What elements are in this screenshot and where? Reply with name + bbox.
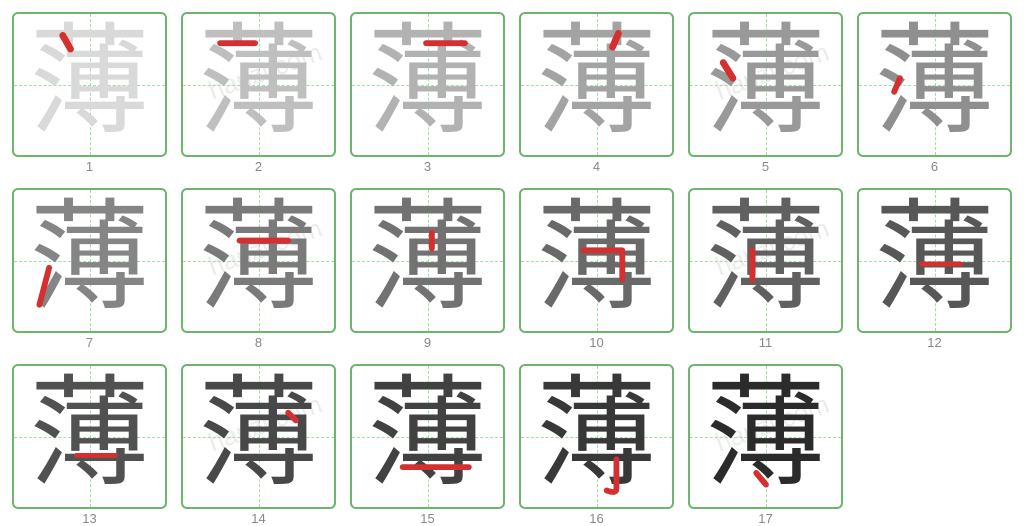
stroke-cell-14: hanzi.com薄薄 14 bbox=[181, 364, 336, 526]
built-character: 薄 bbox=[537, 198, 657, 318]
cell-box: 薄薄 bbox=[857, 12, 1012, 157]
stroke-number: 7 bbox=[86, 335, 93, 350]
stroke-number: 9 bbox=[424, 335, 431, 350]
char-wrap: 薄薄 bbox=[183, 14, 334, 155]
stroke-number: 5 bbox=[762, 159, 769, 174]
cell-box: 薄薄 bbox=[12, 364, 167, 509]
cell-box: 薄薄 bbox=[350, 188, 505, 333]
char-wrap: 薄薄 bbox=[14, 366, 165, 507]
stroke-cell-7: 薄薄 7 bbox=[12, 188, 167, 350]
built-character: 薄 bbox=[537, 22, 657, 142]
cell-box: 薄薄 bbox=[519, 12, 674, 157]
stroke-cell-4: 薄薄 4 bbox=[519, 12, 674, 174]
stroke-cell-3: 薄薄 3 bbox=[350, 12, 505, 174]
built-character: 薄 bbox=[199, 22, 319, 142]
char-wrap: 薄薄 bbox=[183, 366, 334, 507]
stroke-number: 14 bbox=[251, 511, 265, 526]
stroke-number: 3 bbox=[424, 159, 431, 174]
stroke-cell-17: hanzi.com薄薄 17 bbox=[688, 364, 843, 526]
char-wrap: 薄薄 bbox=[859, 14, 1010, 155]
stroke-number: 12 bbox=[927, 335, 941, 350]
cell-box: hanzi.com薄薄 bbox=[688, 188, 843, 333]
stroke-cell-15: 薄薄 15 bbox=[350, 364, 505, 526]
stroke-number: 15 bbox=[420, 511, 434, 526]
stroke-cell-9: 薄薄 9 bbox=[350, 188, 505, 350]
stroke-cell-8: hanzi.com薄薄 8 bbox=[181, 188, 336, 350]
stroke-cell-1: 薄薄 1 bbox=[12, 12, 167, 174]
cell-box: 薄薄 bbox=[857, 188, 1012, 333]
cell-box: 薄薄 bbox=[350, 12, 505, 157]
stroke-number: 11 bbox=[759, 335, 773, 350]
char-wrap: 薄薄 bbox=[859, 190, 1010, 331]
char-wrap: 薄薄 bbox=[690, 366, 841, 507]
cell-box: hanzi.com薄薄 bbox=[688, 364, 843, 509]
stroke-number: 17 bbox=[758, 511, 772, 526]
char-wrap: 薄薄 bbox=[14, 190, 165, 331]
cell-box: hanzi.com薄薄 bbox=[181, 12, 336, 157]
built-character: 薄 bbox=[368, 374, 488, 494]
built-character: 薄 bbox=[199, 198, 319, 318]
stroke-cell-6: 薄薄 6 bbox=[857, 12, 1012, 174]
cell-box: 薄薄 bbox=[519, 364, 674, 509]
stroke-number: 10 bbox=[589, 335, 603, 350]
stroke-cell-10: 薄薄 10 bbox=[519, 188, 674, 350]
stroke-number: 4 bbox=[593, 159, 600, 174]
built-character: 薄 bbox=[706, 374, 826, 494]
stroke-cell-5: hanzi.com薄薄 5 bbox=[688, 12, 843, 174]
char-wrap: 薄薄 bbox=[521, 14, 672, 155]
built-character: 薄 bbox=[706, 22, 826, 142]
char-wrap: 薄薄 bbox=[352, 366, 503, 507]
built-character: 薄 bbox=[30, 198, 150, 318]
stroke-number: 13 bbox=[82, 511, 96, 526]
cell-box: 薄薄 bbox=[519, 188, 674, 333]
built-character: 薄 bbox=[875, 22, 995, 142]
built-character: 薄 bbox=[368, 198, 488, 318]
stroke-number: 6 bbox=[931, 159, 938, 174]
built-character: 薄 bbox=[30, 374, 150, 494]
char-wrap: 薄薄 bbox=[521, 366, 672, 507]
char-wrap: 薄薄 bbox=[352, 14, 503, 155]
built-character: 薄 bbox=[706, 198, 826, 318]
stroke-cell-16: 薄薄 16 bbox=[519, 364, 674, 526]
char-wrap: 薄薄 bbox=[352, 190, 503, 331]
cell-box: 薄薄 bbox=[12, 12, 167, 157]
stroke-number: 16 bbox=[589, 511, 603, 526]
stroke-number: 8 bbox=[255, 335, 262, 350]
cell-box: hanzi.com薄薄 bbox=[181, 188, 336, 333]
char-wrap: 薄薄 bbox=[521, 190, 672, 331]
cell-box: 薄薄 bbox=[12, 188, 167, 333]
built-character: 薄 bbox=[875, 198, 995, 318]
built-character: 薄 bbox=[537, 374, 657, 494]
cell-box: hanzi.com薄薄 bbox=[688, 12, 843, 157]
stroke-cell-2: hanzi.com薄薄 2 bbox=[181, 12, 336, 174]
stroke-order-grid: 薄薄1hanzi.com薄薄2薄薄3薄薄4hanzi.com薄薄5薄薄6薄薄7h… bbox=[12, 12, 1012, 526]
char-wrap: 薄薄 bbox=[690, 190, 841, 331]
stroke-cell-12: 薄薄 12 bbox=[857, 188, 1012, 350]
char-wrap: 薄薄 bbox=[690, 14, 841, 155]
cell-box: hanzi.com薄薄 bbox=[181, 364, 336, 509]
char-wrap: 薄薄 bbox=[183, 190, 334, 331]
stroke-number: 2 bbox=[255, 159, 262, 174]
cell-box: 薄薄 bbox=[350, 364, 505, 509]
stroke-cell-13: 薄薄 13 bbox=[12, 364, 167, 526]
char-wrap: 薄薄 bbox=[14, 14, 165, 155]
stroke-cell-11: hanzi.com薄薄 11 bbox=[688, 188, 843, 350]
stroke-number: 1 bbox=[86, 159, 93, 174]
built-character: 薄 bbox=[368, 22, 488, 142]
built-character: 薄 bbox=[199, 374, 319, 494]
